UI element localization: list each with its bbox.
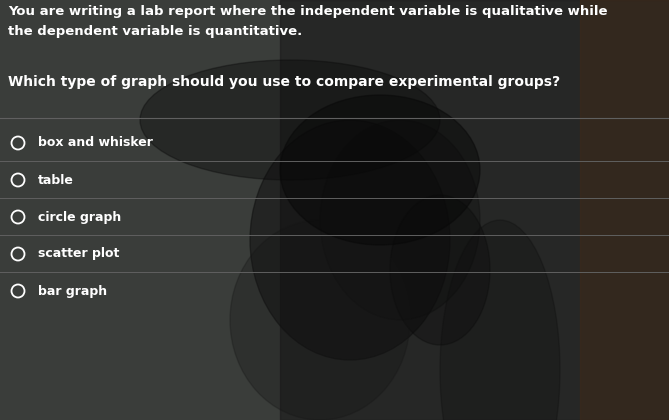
Ellipse shape <box>250 120 450 360</box>
Ellipse shape <box>140 60 440 180</box>
Ellipse shape <box>440 220 560 420</box>
Text: bar graph: bar graph <box>38 284 107 297</box>
Text: Which type of graph should you use to compare experimental groups?: Which type of graph should you use to co… <box>8 75 560 89</box>
Ellipse shape <box>230 220 410 420</box>
Text: the dependent variable is quantitative.: the dependent variable is quantitative. <box>8 25 302 38</box>
Bar <box>580 0 669 420</box>
Text: box and whisker: box and whisker <box>38 136 153 150</box>
Text: circle graph: circle graph <box>38 210 121 223</box>
Bar <box>280 0 669 420</box>
Text: You are writing a lab report where the independent variable is qualitative while: You are writing a lab report where the i… <box>8 5 607 18</box>
Ellipse shape <box>390 195 490 345</box>
Text: table: table <box>38 173 74 186</box>
Ellipse shape <box>320 120 480 320</box>
Ellipse shape <box>280 95 480 245</box>
Text: scatter plot: scatter plot <box>38 247 119 260</box>
